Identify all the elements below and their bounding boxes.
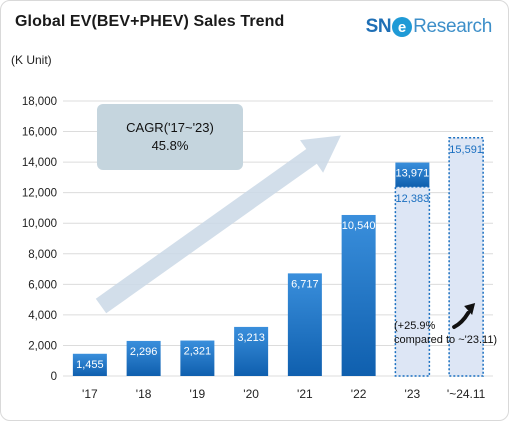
y-tick-label: 14,000	[22, 157, 57, 169]
y-tick-label: 2,000	[28, 340, 57, 352]
logo-sn-text: SN	[365, 16, 392, 37]
cagr-value: 45.8%	[151, 138, 189, 153]
bar	[287, 273, 322, 376]
x-tick-label: '23	[405, 387, 421, 401]
y-tick-label: 0	[51, 371, 57, 383]
projection-value-label: 12,383	[396, 193, 430, 205]
bar-value-label: 10,540	[342, 220, 376, 232]
growth-arrow	[95, 135, 341, 314]
cagr-period-label: CAGR('17~'23)	[126, 120, 214, 135]
x-tick-label: '18	[136, 387, 152, 401]
sne-research-logo: SN e Research	[366, 15, 492, 39]
bar-value-label: 2,296	[130, 346, 158, 358]
bar-value-label: 3,213	[237, 332, 265, 344]
y-tick-label: 18,000	[22, 96, 57, 108]
bar	[234, 326, 269, 376]
y-tick-label: 12,000	[22, 188, 57, 200]
chart-title: Global EV(BEV+PHEV) Sales Trend	[15, 13, 285, 30]
logo-research-text: Research	[413, 16, 492, 37]
x-tick-label: '17	[82, 387, 98, 401]
x-tick-label: '~24.11	[447, 387, 486, 401]
bar-value-label: 1,455	[76, 359, 104, 371]
bar-value-label: 6,717	[291, 278, 319, 290]
projection-value-label: 15,591	[449, 144, 483, 156]
bar	[180, 340, 215, 376]
growth-note-line2: compared to ~'23.11)	[394, 334, 498, 346]
bar-value-label: 2,321	[184, 346, 212, 358]
cagr-callout: CAGR('17~'23) 45.8%	[97, 104, 243, 170]
y-tick-label: 16,000	[22, 127, 57, 139]
x-tick-label: '22	[351, 387, 367, 401]
bar	[126, 340, 161, 376]
bar-value-label: 13,971	[396, 168, 430, 180]
bar	[341, 214, 376, 376]
growth-note-line1: (+25.9%	[394, 320, 436, 332]
y-tick-label: 4,000	[28, 310, 57, 322]
growth-note: (+25.9% compared to ~'23.11)	[394, 319, 497, 347]
projection-bar	[448, 137, 484, 377]
x-tick-label: '19	[190, 387, 206, 401]
bar-segment	[395, 162, 430, 187]
bar	[72, 353, 107, 376]
y-tick-label: 8,000	[28, 249, 57, 261]
projection-bar	[394, 186, 431, 377]
small-growth-arrowhead-icon	[464, 303, 476, 315]
y-tick-label: 6,000	[28, 279, 57, 291]
unit-label: (K Unit)	[11, 53, 52, 67]
x-tick-label: '20	[243, 387, 259, 401]
small-growth-arrow-icon	[452, 311, 471, 329]
x-tick-label: '21	[297, 387, 313, 401]
logo-e-badge: e	[392, 17, 413, 37]
y-tick-label: 10,000	[22, 218, 57, 230]
